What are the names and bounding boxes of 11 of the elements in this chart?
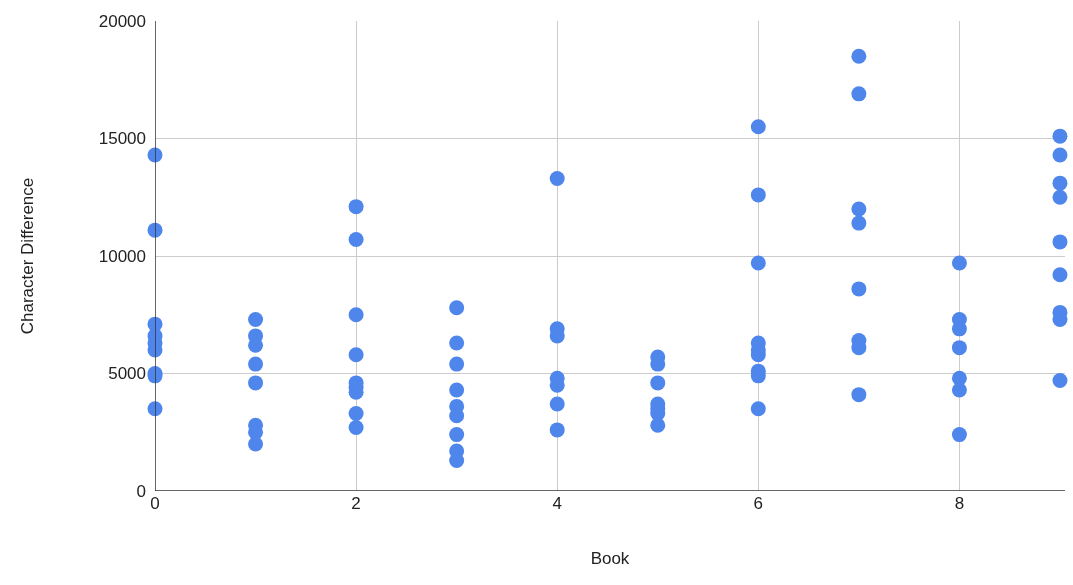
x-tick-label: 6 <box>753 494 764 513</box>
y-tick-label: 5000 <box>108 364 146 384</box>
y-tick-label: 15000 <box>98 129 146 149</box>
y-axis-title: Character Difference <box>18 177 38 335</box>
x-tick-label: 4 <box>552 494 562 513</box>
y-tick-label: 10000 <box>98 246 146 266</box>
x-tick-label: 2 <box>351 494 361 513</box>
y-tick-label: 20000 <box>98 11 146 31</box>
x-axis-title: Book <box>590 549 630 569</box>
x-tick-label: 0 <box>150 494 160 513</box>
x-tick-label: 8 <box>954 494 965 513</box>
